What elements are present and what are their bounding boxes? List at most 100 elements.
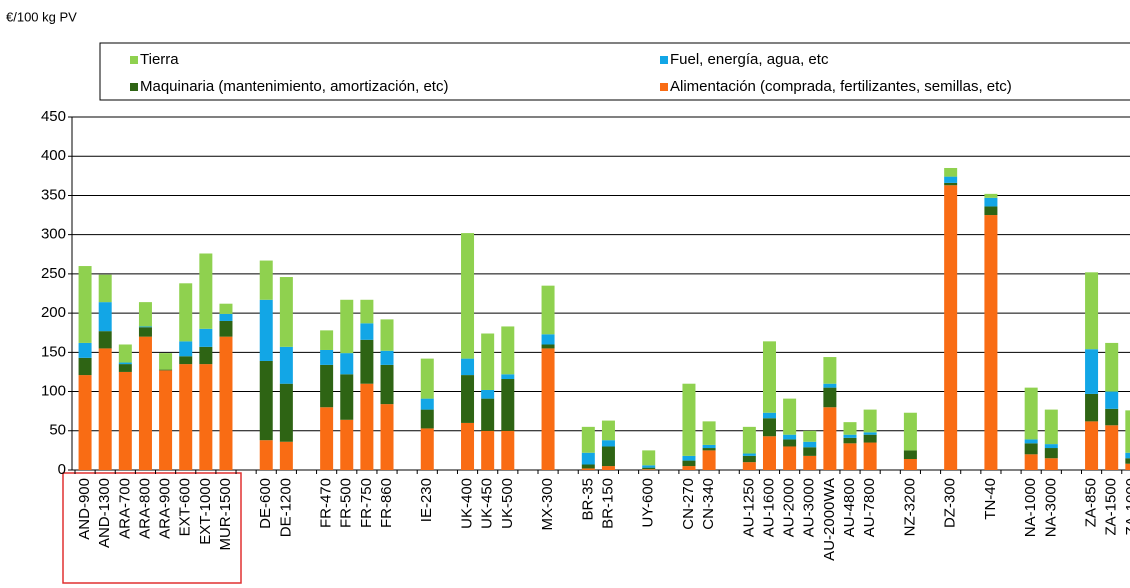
bar-segment	[783, 398, 797, 435]
x-tick-label: AU-1250	[740, 478, 757, 537]
bar-segment	[1085, 393, 1099, 422]
bar-segment	[762, 412, 776, 419]
bar-segment	[1105, 425, 1119, 470]
x-tick-label: AND-1300	[96, 478, 113, 548]
bar-segment	[179, 356, 193, 365]
x-tick-label: FR-750	[358, 478, 375, 528]
legend-label: Alimentación (comprada, fertilizantes, s…	[670, 78, 1012, 95]
bar-segment	[903, 450, 917, 460]
bar-segment	[420, 409, 434, 429]
bar-segment	[340, 374, 354, 420]
bar-segment	[360, 323, 374, 340]
bar-segment	[1125, 410, 1130, 453]
bar-segment	[702, 444, 716, 449]
bar-segment	[541, 344, 555, 349]
bar-segment	[118, 364, 132, 372]
x-tick-label: FR-500	[338, 478, 355, 528]
bar-segment	[501, 326, 515, 375]
bar-segment	[1024, 454, 1038, 470]
bar-segment	[601, 420, 615, 441]
bar-segment	[1125, 452, 1130, 459]
bar-segment	[340, 299, 354, 354]
x-tick-label: TN-40	[982, 478, 999, 520]
legend-swatch	[130, 56, 138, 64]
bar-segment	[984, 197, 998, 207]
bar-segment	[461, 375, 475, 423]
bar-segment	[1125, 463, 1130, 470]
y-tick-label: 450	[41, 108, 66, 125]
bar-segment	[259, 260, 273, 300]
bar-segment	[219, 313, 233, 321]
bar-segment	[944, 182, 958, 186]
bar-segment	[783, 434, 797, 440]
bar-segment	[159, 369, 173, 371]
bar-segment	[803, 447, 817, 456]
x-tick-label: FR-470	[318, 478, 335, 528]
bar-segment	[481, 398, 495, 431]
bar-segment	[843, 437, 857, 444]
x-tick-label: AU-2000	[781, 478, 798, 537]
bar-segment	[1085, 272, 1099, 350]
bar-segment	[944, 185, 958, 470]
legend-label: Fuel, energía, agua, etc	[670, 51, 829, 68]
x-tick-label: BR-35	[579, 478, 596, 521]
bar-segment	[702, 450, 716, 470]
bar-segment	[199, 253, 213, 329]
bar-segment	[1125, 458, 1130, 464]
bar-segment	[138, 326, 152, 328]
bar-segment	[420, 398, 434, 410]
bar-segment	[742, 455, 756, 463]
x-tick-label: NA-1000	[1022, 478, 1039, 537]
y-tick-label: 300	[41, 226, 66, 243]
bar-segment	[1044, 444, 1058, 449]
bar-segment	[823, 407, 837, 470]
highlight-box	[62, 472, 242, 584]
bar-segment	[863, 432, 877, 435]
bar-segment	[1085, 349, 1099, 394]
bar-segment	[118, 371, 132, 470]
bar-segment	[601, 446, 615, 467]
bar-segment	[1044, 448, 1058, 459]
bar-segment	[360, 339, 374, 384]
bar-segment	[420, 358, 434, 399]
bar-segment	[179, 283, 193, 342]
bar-segment	[803, 455, 817, 470]
bar-segment	[843, 443, 857, 470]
x-tick-label: DE-1200	[277, 478, 294, 537]
x-tick-label: UK-450	[479, 478, 496, 529]
x-tick-label: EXT-1000	[197, 478, 214, 545]
bar-segment	[320, 407, 334, 470]
y-tick-label: 50	[49, 422, 66, 439]
x-tick-label: FR-860	[378, 478, 395, 528]
x-tick-label: AND-900	[76, 478, 93, 540]
legend-swatch	[130, 83, 138, 91]
bar-segment	[783, 446, 797, 470]
bar-segment	[823, 357, 837, 384]
bar-segment	[78, 266, 92, 343]
x-tick-label: MUR-1500	[217, 478, 234, 551]
bar-segment	[78, 375, 92, 470]
x-tick-label: ARA-900	[157, 478, 174, 539]
bar-segment	[138, 336, 152, 470]
bar-segment	[179, 341, 193, 357]
x-tick-label: IE-230	[418, 478, 435, 522]
bar-segment	[823, 387, 837, 408]
legend-label: Maquinaria (mantenimiento, amortización,…	[140, 78, 448, 95]
bar-segment	[481, 389, 495, 399]
bar-segment	[1024, 443, 1038, 455]
bar-segment	[320, 364, 334, 408]
bar-segment	[843, 422, 857, 435]
bar-segment	[984, 206, 998, 216]
bar-segment	[340, 419, 354, 470]
x-tick-label: DZ-300	[942, 478, 959, 528]
bar-segment	[1024, 387, 1038, 440]
bar-segment	[461, 422, 475, 470]
x-tick-label: MX-300	[539, 478, 556, 531]
x-tick-label: AU-4800	[841, 478, 858, 537]
bar-segment	[1105, 342, 1119, 392]
bar-segment	[159, 370, 173, 470]
bar-segment	[541, 334, 555, 345]
bar-segment	[481, 333, 495, 390]
bar-segment	[138, 327, 152, 337]
